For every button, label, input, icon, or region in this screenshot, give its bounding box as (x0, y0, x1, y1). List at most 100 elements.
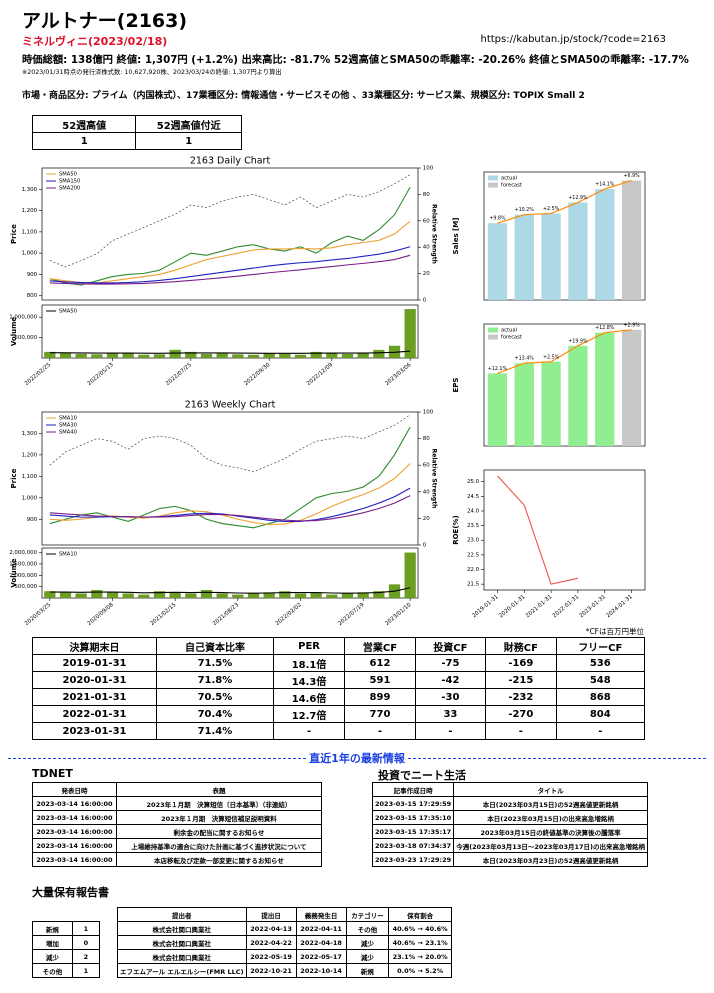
cell: 1 (71, 921, 101, 936)
cell: 14.3倍 (272, 671, 346, 689)
bar (153, 354, 166, 358)
cell: 2023-03-14 16:00:00 (32, 796, 117, 811)
y-tick-label: 1,100 (21, 229, 37, 235)
cell: 868 (555, 688, 646, 706)
row: その他 1 (32, 963, 101, 978)
y-tick-label: 0 (423, 543, 427, 549)
row: 2023-03-15 17:29:59 本日(2023年03月15日)の52週高値… (371, 796, 648, 811)
x-tick-label: 2022/07/25 (165, 362, 194, 387)
row: 2023-03-14 16:00:00 2023年１月期 決算短信〔日本基準〕（非… (32, 796, 323, 811)
legend-label: forecast (501, 335, 522, 341)
cell: 40.6% → 23.1% (388, 935, 452, 950)
sectors: 市場・商品区分: プライム（内国株式）、17業種区分: 情報通信・サービスその他… (22, 91, 585, 101)
y-tick-label: 21.5 (467, 582, 480, 588)
summary: 時価総額: 138億円 終値: 1,307円 (+1.2%) 出来高比: -81… (22, 54, 689, 66)
cell: -42 (414, 671, 487, 689)
legend-label: actual (501, 328, 517, 334)
bar (310, 592, 322, 598)
header-cell: カテゴリー (345, 907, 390, 922)
cell: 0 (71, 935, 101, 950)
cell: 株式会社関口興業社 (117, 935, 247, 950)
cell: -232 (485, 688, 557, 706)
row: 2023-03-14 16:00:00 2023年１月期 決算短信補足説明資料 (32, 810, 323, 825)
bar (263, 353, 275, 358)
cell: 2022-04-11 (295, 921, 347, 936)
bar (91, 354, 103, 358)
cell: 2023年１月期 決算短信補足説明資料 (115, 810, 323, 825)
bar (138, 594, 150, 598)
cell: 本日(2023年03月15日)の出来高急増銘柄 (453, 810, 648, 825)
cell: 2022-04-18 (295, 935, 347, 950)
cell: 1 (31, 132, 137, 150)
bar (357, 592, 369, 598)
bar (326, 353, 338, 358)
x-tick-label: 2020-01-31 (498, 594, 526, 619)
series-line (497, 475, 579, 585)
header-cell: 自己資本比率 (156, 637, 274, 655)
title: アルトナー(2163) (22, 10, 188, 32)
bar (185, 351, 197, 358)
bar (373, 591, 385, 598)
growth-label: +2.9% (623, 322, 640, 328)
table: 52週高値 52週高値付近 1 1 (31, 115, 242, 150)
y-tick-label: 100 (423, 410, 434, 416)
y-tick-label: 40 (423, 489, 430, 495)
y-axis-label: Volume (10, 317, 18, 347)
table: 新規 1 増加 0 減少 2 その他 1 (32, 921, 101, 978)
cell: -30 (414, 688, 487, 706)
cell: 剰余金の配当に関するお知らせ (115, 824, 323, 839)
cell: 新規 (345, 963, 390, 978)
y-axis-label: Price (10, 468, 18, 488)
bar (373, 349, 385, 358)
y-tick-label: 60 (423, 218, 430, 224)
header-cell: 提出者 (117, 907, 247, 922)
cell: 上場維持基準の適合に向けた計画に基づく進捗状況について (115, 838, 323, 853)
growth-label: +9.8% (489, 216, 506, 222)
cell: 70.5% (156, 688, 274, 706)
y-tick-label: 25.0 (467, 479, 480, 485)
series-line (49, 246, 411, 284)
bar (341, 353, 354, 358)
cell: 本日(2023年03月23日)の52週高値更新銘柄 (453, 852, 648, 867)
cell: 2023年03月15日の終値基準の決算後の騰落率 (453, 824, 648, 839)
legend-swatch (488, 334, 498, 340)
row: 2023-03-23 17:29:29 本日(2023年03月23日)の52週高値… (371, 852, 648, 867)
cell: エフエムアール エルエルシー(FMR LLC) (117, 963, 247, 978)
y-tick-label: 900 (27, 272, 38, 278)
cell: 899 (344, 688, 416, 706)
bar (106, 353, 119, 358)
bar (541, 213, 561, 300)
y-tick-label: 24.5 (467, 494, 480, 500)
row: 株式会社関口興業社 2022-05-19 2022-05-17 減少 23.1% → 2… (117, 949, 452, 964)
cell: 0.0% → 5.2% (388, 963, 452, 978)
bar (169, 592, 181, 598)
header-cell: 義務発生日 (295, 907, 347, 922)
row: 2023-03-14 16:00:00 剰余金の配当に関するお知らせ (32, 824, 323, 839)
plot-frame (41, 304, 419, 359)
header-cell: 財務CF (485, 637, 557, 655)
bar (122, 352, 134, 358)
bar (357, 352, 369, 358)
growth-label: +13.4% (515, 356, 535, 362)
cell: 2022-10-14 (295, 963, 347, 978)
bar (75, 353, 87, 358)
bar (310, 351, 322, 358)
legend-label: SMA150 (59, 179, 80, 185)
y-tick-label: 900 (27, 517, 38, 523)
row: 減少 2 (32, 949, 101, 964)
header-cell: タイトル (453, 782, 648, 797)
cell: 2 (71, 949, 101, 964)
y-tick-label: 80 (423, 192, 430, 198)
y-tick-label: 500,000 (14, 584, 37, 590)
cell: その他 (32, 963, 73, 978)
section-title: 直近1年の最新情報 (307, 750, 407, 767)
growth-label: +6.9% (623, 173, 640, 179)
cell: 14.6倍 (272, 688, 346, 706)
row: 2019-01-31 71.5% 18.1倍 612 -75 -169 536 (31, 654, 646, 672)
series-line (49, 254, 411, 285)
y-tick-label: 40 (423, 245, 430, 251)
y-tick-label: 1,200 (21, 208, 37, 214)
y-tick-label: 100 (423, 166, 434, 172)
cell: 12.7倍 (272, 705, 346, 723)
